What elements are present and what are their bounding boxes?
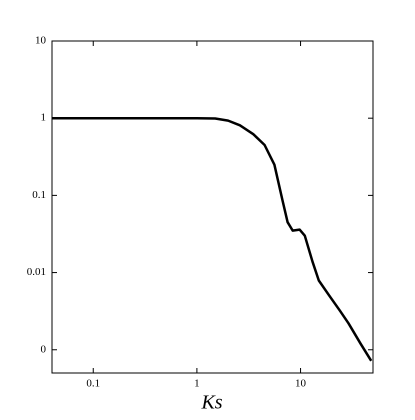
y-tick-label: 0 (41, 343, 47, 355)
x-tick-label: 0.1 (86, 378, 100, 390)
x-tick-label: 10 (295, 378, 307, 390)
x-axis-label: Ks (200, 392, 222, 414)
y-tick-label: 1 (41, 112, 47, 124)
y-tick-label: 0.1 (32, 189, 46, 201)
plot-frame (51, 40, 374, 374)
y-tick-label: 10 (35, 35, 47, 47)
data-line (52, 116, 373, 362)
y-tick-label: 0.01 (27, 266, 46, 278)
x-tick-label: 1 (194, 378, 200, 390)
